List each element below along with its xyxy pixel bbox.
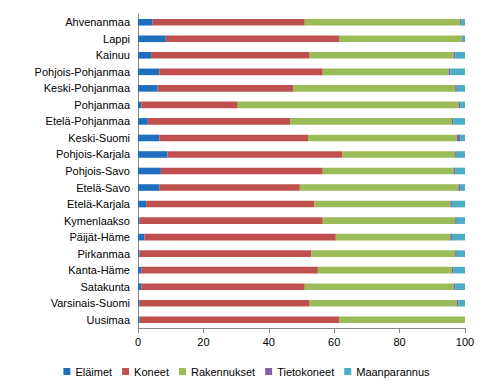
svg-text:Pohjanmaa: Pohjanmaa xyxy=(74,99,131,111)
svg-text:Pirkanmaa: Pirkanmaa xyxy=(77,248,130,260)
svg-text:Kainuu: Kainuu xyxy=(96,49,130,61)
svg-text:Eläimet: Eläimet xyxy=(75,366,112,378)
svg-text:Etelä-Karjala: Etelä-Karjala xyxy=(67,198,131,210)
svg-text:Päijät-Häme: Päijät-Häme xyxy=(69,231,130,243)
svg-text:20: 20 xyxy=(197,336,209,348)
svg-text:Pohjois-Savo: Pohjois-Savo xyxy=(65,165,130,177)
svg-text:Etelä-Savo: Etelä-Savo xyxy=(76,182,130,194)
svg-text:Ahvenanmaa: Ahvenanmaa xyxy=(65,16,131,28)
svg-text:Satakunta: Satakunta xyxy=(80,281,130,293)
svg-text:Uusimaa: Uusimaa xyxy=(87,314,131,326)
svg-text:40: 40 xyxy=(263,336,275,348)
svg-text:Rakennukset: Rakennukset xyxy=(191,366,255,378)
svg-text:Pohjois-Karjala: Pohjois-Karjala xyxy=(56,148,131,160)
svg-text:Pohjois-Pohjanmaa: Pohjois-Pohjanmaa xyxy=(35,66,131,78)
svg-text:Keski-Suomi: Keski-Suomi xyxy=(68,132,130,144)
svg-text:Etelä-Pohjanmaa: Etelä-Pohjanmaa xyxy=(46,115,131,127)
svg-text:Lappi: Lappi xyxy=(103,33,130,45)
svg-text:60: 60 xyxy=(328,336,340,348)
svg-text:Tietokoneet: Tietokoneet xyxy=(277,366,334,378)
svg-text:Keski-Pohjanmaa: Keski-Pohjanmaa xyxy=(44,82,131,94)
svg-text:Varsinais-Suomi: Varsinais-Suomi xyxy=(51,297,130,309)
svg-text:80: 80 xyxy=(393,336,405,348)
svg-text:100: 100 xyxy=(456,336,474,348)
svg-text:Kymenlaakso: Kymenlaakso xyxy=(64,215,130,227)
svg-text:Koneet: Koneet xyxy=(134,366,169,378)
svg-text:Maanparannus: Maanparannus xyxy=(356,366,430,378)
svg-text:0: 0 xyxy=(135,336,141,348)
svg-text:Kanta-Häme: Kanta-Häme xyxy=(68,264,130,276)
